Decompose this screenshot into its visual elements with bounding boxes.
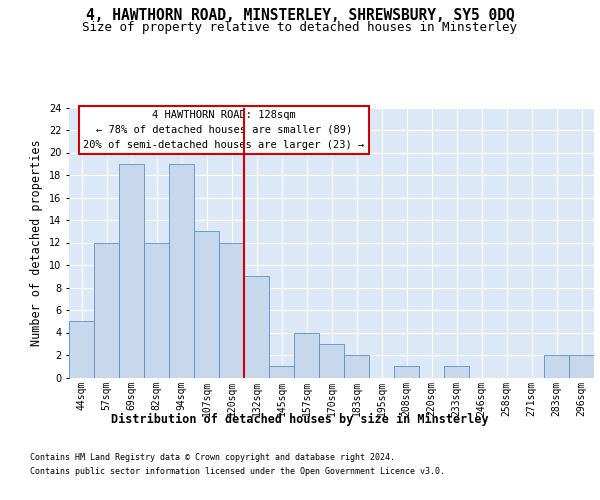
Text: Size of property relative to detached houses in Minsterley: Size of property relative to detached ho… xyxy=(83,22,517,35)
Bar xyxy=(394,366,419,378)
Text: 4 HAWTHORN ROAD: 128sqm
← 78% of detached houses are smaller (89)
20% of semi-de: 4 HAWTHORN ROAD: 128sqm ← 78% of detache… xyxy=(83,110,365,150)
Bar xyxy=(94,242,119,378)
Bar xyxy=(344,355,369,378)
Bar xyxy=(569,355,594,378)
Bar xyxy=(269,366,294,378)
Bar xyxy=(244,276,269,378)
Bar xyxy=(194,231,219,378)
Bar xyxy=(119,164,144,378)
Text: Distribution of detached houses by size in Minsterley: Distribution of detached houses by size … xyxy=(111,412,489,426)
Text: Contains public sector information licensed under the Open Government Licence v3: Contains public sector information licen… xyxy=(30,468,445,476)
Text: Contains HM Land Registry data © Crown copyright and database right 2024.: Contains HM Land Registry data © Crown c… xyxy=(30,452,395,462)
Text: 4, HAWTHORN ROAD, MINSTERLEY, SHREWSBURY, SY5 0DQ: 4, HAWTHORN ROAD, MINSTERLEY, SHREWSBURY… xyxy=(86,8,514,22)
Bar xyxy=(544,355,569,378)
Bar xyxy=(144,242,169,378)
Y-axis label: Number of detached properties: Number of detached properties xyxy=(31,139,43,346)
Bar xyxy=(169,164,194,378)
Bar xyxy=(69,322,94,378)
Bar xyxy=(444,366,469,378)
Bar xyxy=(294,332,319,378)
Bar xyxy=(219,242,244,378)
Bar xyxy=(319,344,344,378)
